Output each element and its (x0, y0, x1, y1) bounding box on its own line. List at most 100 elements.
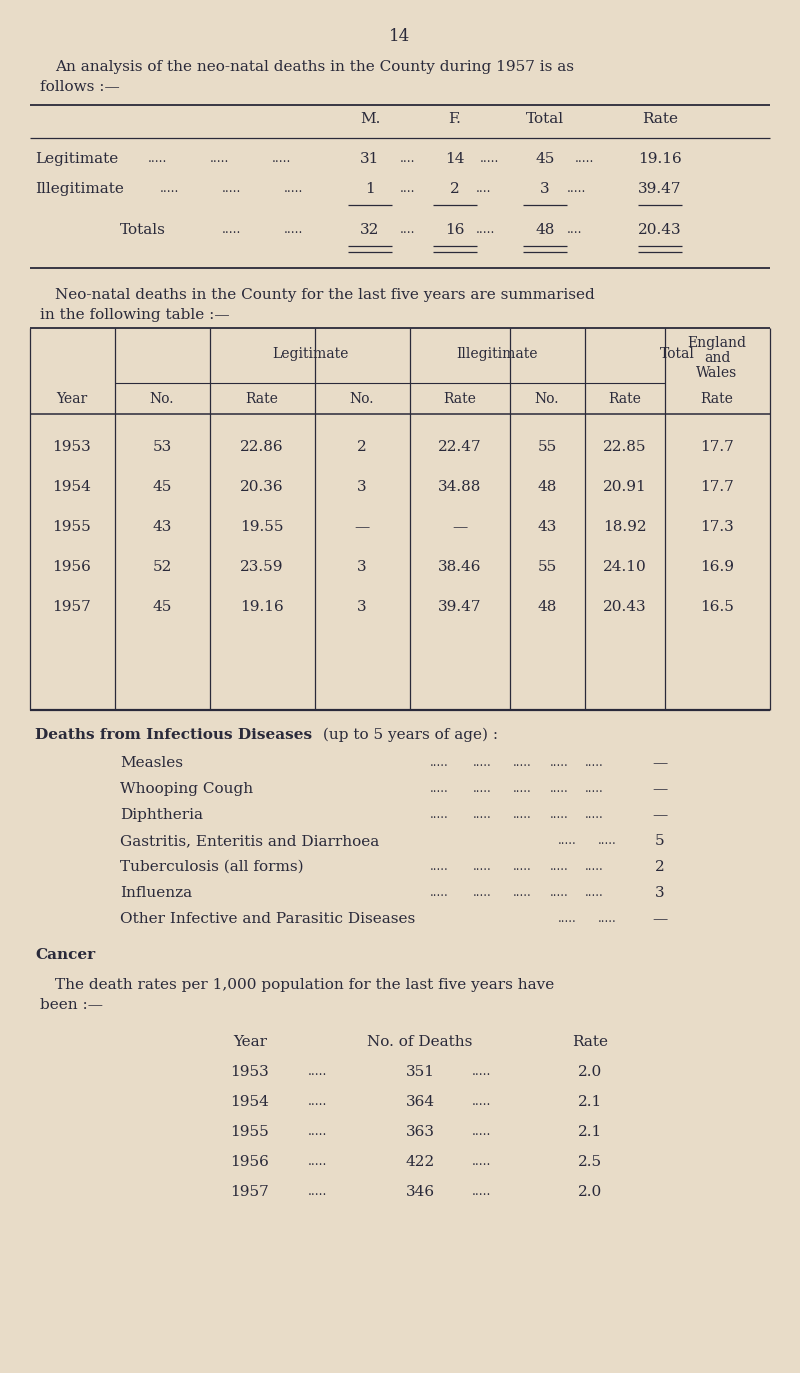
Text: Illegitimate: Illegitimate (35, 183, 124, 196)
Text: ....: .... (400, 152, 415, 165)
Text: .....: ..... (513, 886, 532, 899)
Text: Rate: Rate (572, 1035, 608, 1049)
Text: .....: ..... (210, 152, 230, 165)
Text: 3: 3 (655, 886, 665, 899)
Text: 1956: 1956 (230, 1155, 270, 1168)
Text: No.: No. (150, 393, 174, 406)
Text: 20.91: 20.91 (603, 481, 647, 494)
Text: 1: 1 (365, 183, 375, 196)
Text: Influenza: Influenza (120, 886, 192, 899)
Text: 20.43: 20.43 (603, 600, 647, 614)
Text: .....: ..... (598, 912, 617, 925)
Text: 351: 351 (406, 1065, 434, 1079)
Text: 45: 45 (535, 152, 554, 166)
Text: An analysis of the neo-natal deaths in the County during 1957 is as: An analysis of the neo-natal deaths in t… (55, 60, 574, 74)
Text: .....: ..... (308, 1065, 327, 1078)
Text: Legitimate: Legitimate (272, 347, 348, 361)
Text: .....: ..... (430, 757, 449, 769)
Text: 22.85: 22.85 (603, 439, 646, 454)
Text: 19.55: 19.55 (240, 520, 284, 534)
Text: M.: M. (360, 113, 380, 126)
Text: (up to 5 years of age) :: (up to 5 years of age) : (318, 728, 498, 743)
Text: 53: 53 (152, 439, 172, 454)
Text: .....: ..... (473, 886, 492, 899)
Text: .....: ..... (476, 222, 495, 236)
Text: .....: ..... (284, 183, 303, 195)
Text: No. of Deaths: No. of Deaths (367, 1035, 473, 1049)
Text: 2.1: 2.1 (578, 1124, 602, 1140)
Text: .....: ..... (472, 1096, 491, 1108)
Text: Rate: Rate (701, 393, 734, 406)
Text: .....: ..... (472, 1185, 491, 1199)
Text: 17.3: 17.3 (700, 520, 734, 534)
Text: .....: ..... (550, 859, 569, 873)
Text: 52: 52 (152, 560, 172, 574)
Text: 43: 43 (152, 520, 172, 534)
Text: .....: ..... (575, 152, 594, 165)
Text: .....: ..... (222, 183, 242, 195)
Text: Legitimate: Legitimate (35, 152, 118, 166)
Text: 3: 3 (357, 560, 367, 574)
Text: .....: ..... (550, 783, 569, 795)
Text: Neo-natal deaths in the County for the last five years are summarised: Neo-natal deaths in the County for the l… (55, 288, 594, 302)
Text: 3: 3 (357, 481, 367, 494)
Text: 1953: 1953 (53, 439, 91, 454)
Text: .....: ..... (308, 1124, 327, 1138)
Text: —: — (354, 520, 370, 534)
Text: Rate: Rate (642, 113, 678, 126)
Text: and: and (704, 351, 730, 365)
Text: 2.5: 2.5 (578, 1155, 602, 1168)
Text: .....: ..... (585, 757, 604, 769)
Text: .....: ..... (473, 757, 492, 769)
Text: Wales: Wales (696, 367, 738, 380)
Text: .....: ..... (585, 886, 604, 899)
Text: 19.16: 19.16 (240, 600, 284, 614)
Text: Cancer: Cancer (35, 947, 95, 962)
Text: 3: 3 (357, 600, 367, 614)
Text: 2: 2 (655, 859, 665, 875)
Text: 55: 55 (538, 439, 557, 454)
Text: 5: 5 (655, 833, 665, 849)
Text: 24.10: 24.10 (603, 560, 647, 574)
Text: Rate: Rate (443, 393, 477, 406)
Text: .....: ..... (222, 222, 242, 236)
Text: —: — (652, 807, 668, 822)
Text: 18.92: 18.92 (603, 520, 647, 534)
Text: 34.88: 34.88 (438, 481, 482, 494)
Text: follows :—: follows :— (40, 80, 120, 93)
Text: 1954: 1954 (230, 1096, 270, 1109)
Text: .....: ..... (585, 859, 604, 873)
Text: .....: ..... (473, 807, 492, 821)
Text: .....: ..... (430, 886, 449, 899)
Text: 16: 16 (446, 222, 465, 238)
Text: .....: ..... (473, 783, 492, 795)
Text: 1954: 1954 (53, 481, 91, 494)
Text: ....: .... (567, 222, 582, 236)
Text: Diphtheria: Diphtheria (120, 807, 203, 822)
Text: Illegitimate: Illegitimate (456, 347, 538, 361)
Text: 16.9: 16.9 (700, 560, 734, 574)
Text: Year: Year (56, 393, 88, 406)
Text: .....: ..... (558, 833, 577, 847)
Text: Rate: Rate (609, 393, 642, 406)
Text: been :—: been :— (40, 998, 103, 1012)
Text: .....: ..... (308, 1185, 327, 1199)
Text: 39.47: 39.47 (638, 183, 682, 196)
Text: .....: ..... (585, 783, 604, 795)
Text: 1955: 1955 (230, 1124, 270, 1140)
Text: .....: ..... (550, 807, 569, 821)
Text: 2: 2 (357, 439, 367, 454)
Text: 1955: 1955 (53, 520, 91, 534)
Text: Other Infective and Parasitic Diseases: Other Infective and Parasitic Diseases (120, 912, 415, 925)
Text: England: England (687, 336, 746, 350)
Text: .....: ..... (430, 807, 449, 821)
Text: 45: 45 (152, 600, 172, 614)
Text: .....: ..... (513, 757, 532, 769)
Text: 17.7: 17.7 (700, 481, 734, 494)
Text: No.: No. (350, 393, 374, 406)
Text: 48: 48 (538, 600, 557, 614)
Text: 55: 55 (538, 560, 557, 574)
Text: .....: ..... (550, 886, 569, 899)
Text: Tuberculosis (all forms): Tuberculosis (all forms) (120, 859, 304, 875)
Text: .....: ..... (472, 1065, 491, 1078)
